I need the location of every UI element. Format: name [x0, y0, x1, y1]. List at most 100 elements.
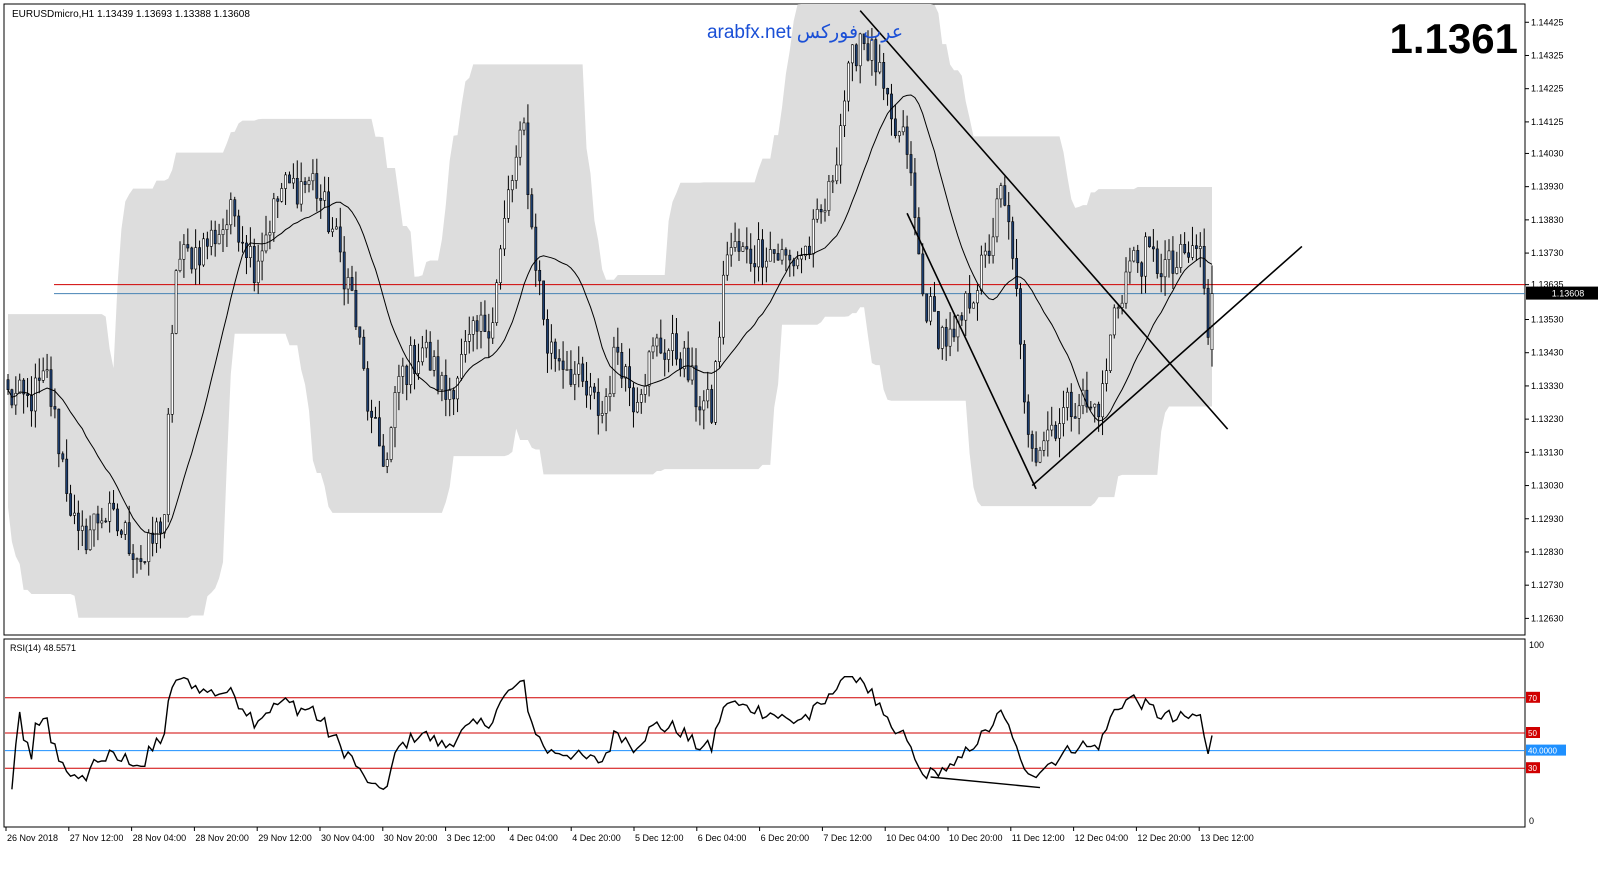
candle-body	[643, 385, 647, 395]
candle-body	[483, 314, 487, 332]
candle-body	[1007, 205, 1011, 223]
candle-body	[999, 185, 1003, 200]
candle-body	[366, 368, 370, 412]
candle-body	[112, 502, 116, 510]
candle-body	[354, 289, 358, 328]
candle-body	[1116, 307, 1120, 309]
candle-body	[710, 389, 714, 423]
envelope-area	[8, 4, 1212, 618]
candle-body	[522, 122, 526, 131]
time-tick-label: 26 Nov 2018	[7, 833, 58, 843]
candle-body	[174, 270, 178, 334]
candle-body	[377, 417, 381, 447]
candle-body	[940, 327, 944, 349]
candle-body	[401, 365, 405, 377]
candle-body	[26, 393, 30, 396]
candle-body	[45, 369, 49, 372]
candle-body	[1101, 383, 1105, 418]
candle-body	[847, 62, 850, 102]
candle-body	[1077, 405, 1081, 419]
current-price-tag	[1526, 286, 1598, 300]
candle-body	[546, 318, 549, 354]
candle-body	[252, 246, 256, 283]
candle-body	[913, 172, 917, 218]
candle-body	[182, 244, 186, 260]
candle-body	[319, 198, 323, 201]
candle-body	[14, 392, 18, 406]
candle-body	[663, 352, 667, 360]
candle-body	[905, 126, 909, 155]
candle-body	[671, 333, 675, 351]
candle-body	[276, 198, 280, 202]
candle-body	[1069, 391, 1073, 418]
candle-body	[956, 315, 960, 338]
candle-body	[1179, 244, 1183, 268]
candle-body	[823, 210, 827, 213]
candle-body	[995, 198, 999, 238]
candle-body	[979, 254, 983, 292]
candle-body	[600, 413, 604, 416]
candle-body	[475, 320, 479, 332]
candle-body	[155, 521, 159, 544]
candle-body	[506, 189, 510, 219]
candle-body	[628, 366, 632, 389]
rsi-line	[11, 676, 1213, 791]
candle-body	[702, 400, 706, 411]
candle-body	[194, 247, 198, 270]
candle-body	[440, 375, 444, 391]
candle-body	[1159, 273, 1163, 278]
candle-body	[733, 241, 737, 248]
candle-body	[413, 345, 417, 374]
candle-body	[878, 61, 882, 73]
candle-body	[1187, 252, 1191, 258]
candle-body	[624, 366, 628, 379]
candle-body	[581, 363, 585, 382]
candle-body	[241, 241, 245, 244]
candle-body	[1167, 250, 1171, 260]
candle-body	[1202, 246, 1206, 289]
candle-body	[866, 43, 870, 61]
candle-body	[592, 386, 596, 393]
candle-body	[77, 512, 80, 531]
candle-body	[1124, 271, 1128, 304]
candle-body	[651, 345, 655, 353]
candle-body	[620, 351, 624, 379]
candle-body	[1050, 424, 1054, 431]
price-tick-label: 1.14425	[1531, 17, 1564, 27]
candle-body	[862, 33, 866, 45]
candle-body	[870, 39, 874, 61]
candle-body	[163, 514, 166, 534]
candle-body	[147, 532, 151, 562]
candle-body	[835, 164, 839, 182]
candle-body	[983, 250, 987, 256]
candle-body	[647, 351, 651, 387]
price-tick-label: 1.13430	[1531, 348, 1564, 358]
candle-body	[858, 33, 862, 67]
candle-body	[811, 218, 815, 255]
candle-body	[639, 394, 643, 403]
candle-body	[18, 379, 22, 394]
candle-body	[1022, 343, 1026, 403]
candle-body	[120, 530, 123, 535]
candle-body	[553, 341, 557, 359]
candle-body	[780, 249, 784, 261]
site-watermark: arabfx.net عرب فوركس	[707, 22, 903, 43]
rsi-tag-bg	[1526, 691, 1540, 703]
candle-body	[213, 229, 217, 245]
candle-body	[632, 387, 635, 413]
candle-body	[417, 361, 420, 374]
candle-body	[84, 525, 88, 551]
candle-body	[968, 292, 972, 309]
candle-body	[585, 380, 589, 396]
candle-body	[534, 226, 538, 271]
candle-body	[471, 320, 475, 335]
candle-body	[311, 173, 315, 182]
candle-body	[518, 129, 522, 158]
candle-body	[284, 174, 288, 189]
candle-body	[405, 365, 409, 386]
candle-body	[233, 199, 237, 217]
candle-body	[190, 247, 194, 270]
candle-body	[448, 390, 452, 400]
price-levels	[54, 284, 1525, 295]
candle-body	[827, 181, 831, 211]
